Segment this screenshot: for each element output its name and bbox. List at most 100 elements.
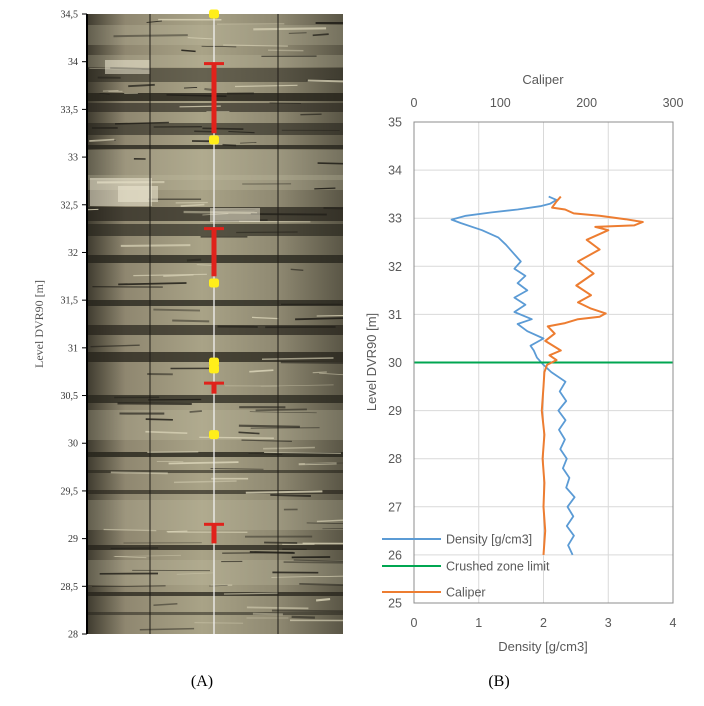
legend-label-density-g-cm3: Density [g/cm3] <box>446 533 532 547</box>
texture-streak-36 <box>238 424 300 428</box>
dark-band-16 <box>87 592 343 596</box>
texture-streak-30 <box>186 258 202 262</box>
y-tick-label-33: 33 <box>388 212 402 226</box>
texture-streak-123 <box>249 369 274 373</box>
texture-streak-93 <box>194 622 244 624</box>
texture-streak-34 <box>270 493 311 497</box>
texture-streak-74 <box>295 317 344 321</box>
panel-a-markers <box>204 9 224 544</box>
a-tick-label-9: 30 <box>68 439 78 450</box>
texture-streak-55 <box>271 609 344 613</box>
texture-streak-122 <box>176 572 214 575</box>
texture-streak-75 <box>319 372 344 376</box>
texture-streak-9 <box>113 554 182 557</box>
dark-band-15 <box>87 545 343 550</box>
texture-streak-159 <box>172 319 210 323</box>
texture-streak-135 <box>103 528 157 532</box>
light-band-0 <box>87 25 343 45</box>
dark-band-4 <box>87 145 343 149</box>
y-tick-label-28: 28 <box>388 452 402 466</box>
borehole-image-panel: 34,5 34 33,5 33 32,5 32 31,5 31 30,5 30 29,5 29 28,5… <box>32 9 344 690</box>
texture-streak-139 <box>264 541 298 544</box>
a-tick-label-6: 31,5 <box>61 296 79 307</box>
plot-frame <box>413 121 674 604</box>
red-interval-cap-1 <box>204 227 224 231</box>
texture-streak-44 <box>114 121 169 125</box>
red-interval-2 <box>211 383 217 394</box>
texture-streak-24 <box>173 480 237 484</box>
texture-streak-97 <box>250 426 320 429</box>
texture-streak-26 <box>306 522 344 524</box>
yellow-marker-0 <box>209 9 219 19</box>
texture-streak-115 <box>117 402 192 406</box>
dark-band-13 <box>87 470 343 473</box>
texture-streak-52 <box>153 603 178 607</box>
texture-streak-1 <box>241 439 292 442</box>
a-tick-label-2: 33,5 <box>61 105 79 116</box>
panel-a-caption: (A) <box>191 673 213 690</box>
texture-streak-145 <box>314 187 336 190</box>
texture-streak-62 <box>249 550 295 554</box>
y-tick-label-34: 34 <box>388 164 402 178</box>
a-tick-label-7: 31 <box>68 343 78 354</box>
texture-streak-119 <box>90 344 140 348</box>
x-top-tick-label-0: 0 <box>411 96 418 110</box>
yellow-marker-5 <box>209 430 219 440</box>
x-top-tick-label-200: 200 <box>576 96 597 110</box>
chart-caption: (B) <box>488 673 509 690</box>
dark-band-9 <box>87 325 343 335</box>
x-bottom-tick-label-1: 1 <box>475 616 482 630</box>
panel-a-ylabel: Level DVR90 [m] <box>32 280 46 368</box>
red-interval-cap-0 <box>204 62 224 66</box>
light-patch-2 <box>210 208 260 222</box>
a-tick-label-3: 33 <box>68 153 78 164</box>
light-patch-3 <box>105 60 150 74</box>
texture-streak-13 <box>251 316 279 320</box>
texture-streak-126 <box>168 461 239 465</box>
dark-band-10 <box>87 352 343 362</box>
texture-streak-128 <box>290 268 304 271</box>
y-tick-label-35: 35 <box>388 116 402 130</box>
red-interval-1 <box>211 228 217 277</box>
texture-streak-50 <box>304 462 344 465</box>
texture-streak-106 <box>267 49 304 52</box>
series-line-caliper <box>540 195 644 555</box>
x-top-tick-label-300: 300 <box>663 96 684 110</box>
texture-streak-31 <box>209 584 228 587</box>
a-tick-label-5: 32 <box>68 248 78 259</box>
texture-streak-127 <box>89 138 115 142</box>
texture-streak-130 <box>91 585 166 588</box>
texture-streak-41 <box>228 130 255 134</box>
yellow-marker-4 <box>209 364 219 374</box>
dark-band-8 <box>87 300 343 306</box>
light-band-1 <box>87 55 343 67</box>
texture-streak-78 <box>210 468 264 470</box>
texture-streak-132 <box>316 519 344 523</box>
legend-label-caliper: Caliper <box>446 586 486 600</box>
texture-streak-96 <box>118 282 187 286</box>
texture-streak-29 <box>145 430 188 435</box>
texture-streak-136 <box>245 490 323 494</box>
texture-streak-4 <box>133 273 207 277</box>
texture-streak-81 <box>223 592 278 595</box>
texture-streak-112 <box>312 33 329 37</box>
texture-streak-58 <box>99 92 110 95</box>
series-line-density-g-cm3 <box>450 195 576 556</box>
texture-streak-43 <box>253 27 327 31</box>
a-tick-label-10: 29,5 <box>61 486 79 497</box>
texture-streak-19 <box>298 462 337 466</box>
yellow-marker-2 <box>209 278 219 288</box>
dark-band-11 <box>87 395 343 403</box>
y-tick-label-29: 29 <box>388 404 402 418</box>
texture-streak-141 <box>120 244 191 247</box>
chart-x-ticks-bottom: 0 1 2 3 4 <box>411 616 677 630</box>
texture-streak-11 <box>299 583 344 586</box>
texture-streak-46 <box>263 446 315 450</box>
chart-series <box>414 195 673 556</box>
red-interval-cap-2 <box>204 381 224 385</box>
texture-streak-42 <box>114 556 147 559</box>
light-band-2 <box>87 150 343 180</box>
texture-streak-89 <box>153 308 201 312</box>
texture-streak-86 <box>288 32 307 34</box>
